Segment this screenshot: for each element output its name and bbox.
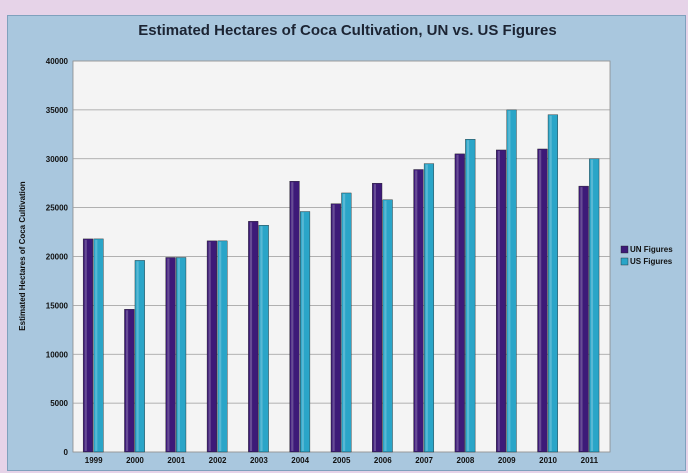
bar-highlight <box>590 159 594 451</box>
bar-us-figures-2005 <box>341 192 352 453</box>
x-tick-label: 2000 <box>126 456 144 465</box>
x-tick-label: 2008 <box>457 456 475 465</box>
y-axis-ticks: 0 5000 10000 15000 20000 25000 30000 35000 40000 <box>46 57 69 457</box>
bar-us-figures-2004 <box>299 211 311 453</box>
x-tick-label: 2002 <box>209 456 227 465</box>
x-axis-ticks: 1999 2000 2001 2002 2003 2004 2005 2006 2007 2008… <box>85 456 599 465</box>
bar-highlight <box>167 258 170 451</box>
bar-us-figures-2002 <box>217 240 228 453</box>
y-tick-label: 40000 <box>46 57 69 66</box>
bar-us-figures-2010 <box>547 114 558 453</box>
chart-title: Estimated Hectares of Coca Cultivation, … <box>138 22 557 39</box>
legend-swatch <box>620 245 629 254</box>
x-tick-label: 2003 <box>250 456 268 465</box>
x-tick-label: 2005 <box>333 456 351 465</box>
bar-highlight <box>549 115 552 451</box>
bar-us-figures-2008 <box>465 138 476 453</box>
bar-un-figures-2007 <box>413 169 424 453</box>
y-tick-label: 35000 <box>46 106 69 115</box>
y-tick-label: 30000 <box>46 155 69 164</box>
legend-label: UN Figures <box>630 245 673 254</box>
bar-un-figures-2010 <box>537 148 548 453</box>
y-tick-label: 10000 <box>46 350 69 359</box>
bar-highlight <box>497 150 500 451</box>
bar-highlight <box>373 184 377 451</box>
bar-un-figures-2004 <box>289 181 300 453</box>
bar-un-figures-2003 <box>248 221 259 453</box>
bar-un-figures-2006 <box>372 182 383 453</box>
bar-highlight <box>301 212 304 451</box>
bar-highlight <box>332 204 335 451</box>
bar-us-figures-2003 <box>258 225 269 453</box>
bar-highlight <box>95 239 98 451</box>
bar-us-figures-2011 <box>589 158 600 453</box>
bar-highlight <box>208 241 211 451</box>
bar-un-figures-2000 <box>124 309 135 453</box>
bar-highlight <box>125 310 129 451</box>
bar-highlight <box>508 110 511 451</box>
bar-highlight <box>219 241 222 451</box>
bar-highlight <box>343 193 346 451</box>
bar-highlight <box>84 239 87 451</box>
x-tick-label: 2004 <box>291 456 309 465</box>
bar-un-figures-2002 <box>206 240 217 453</box>
x-tick-label: 2001 <box>167 456 185 465</box>
bar-highlight <box>249 222 253 451</box>
bar-un-figures-2001 <box>165 257 176 453</box>
bar-highlight <box>384 200 387 451</box>
bar-us-figures-2007 <box>423 163 435 453</box>
bars <box>82 109 600 453</box>
x-tick-label: 2009 <box>498 456 516 465</box>
chart-frame: Estimated Hectares of Coca Cultivation, … <box>7 15 686 471</box>
x-tick-label: 2007 <box>415 456 433 465</box>
bar-us-figures-2006 <box>382 199 393 453</box>
bar-highlight <box>466 140 470 451</box>
x-tick-label: 1999 <box>85 456 103 465</box>
y-tick-label: 20000 <box>46 253 69 262</box>
bar-highlight <box>260 226 263 451</box>
y-axis-label: Estimated Hectares of Coca Cultivation <box>18 181 27 330</box>
x-tick-label: 2011 <box>581 456 599 465</box>
bar-us-figures-2009 <box>506 109 517 453</box>
x-tick-label: 2010 <box>539 456 557 465</box>
bar-us-figures-2000 <box>134 260 145 453</box>
bar-highlight <box>291 182 294 452</box>
x-tick-label: 2006 <box>374 456 392 465</box>
bar-highlight <box>415 170 418 451</box>
y-tick-label: 0 <box>64 448 69 457</box>
y-tick-label: 25000 <box>46 204 69 213</box>
bar-highlight <box>456 154 459 452</box>
bar-highlight <box>539 149 542 451</box>
bar-us-figures-1999 <box>93 238 104 453</box>
bar-chart: 0 5000 10000 15000 20000 25000 30000 35000 40000… <box>18 57 673 465</box>
bar-un-figures-2008 <box>454 153 465 453</box>
bar-highlight <box>580 187 583 451</box>
y-tick-label: 15000 <box>46 301 69 310</box>
bar-highlight <box>177 258 180 451</box>
bar-us-figures-2001 <box>176 257 187 453</box>
bar-un-figures-2011 <box>578 185 589 453</box>
legend-label: US Figures <box>630 257 673 266</box>
legend-swatch <box>620 257 629 266</box>
y-tick-label: 5000 <box>50 399 68 408</box>
bar-un-figures-2009 <box>496 149 507 453</box>
bar-un-figures-1999 <box>82 238 94 453</box>
legend: UN Figures US Figures <box>620 245 673 266</box>
bar-un-figures-2005 <box>330 203 341 453</box>
bar-highlight <box>425 164 428 451</box>
bar-highlight <box>136 261 139 451</box>
